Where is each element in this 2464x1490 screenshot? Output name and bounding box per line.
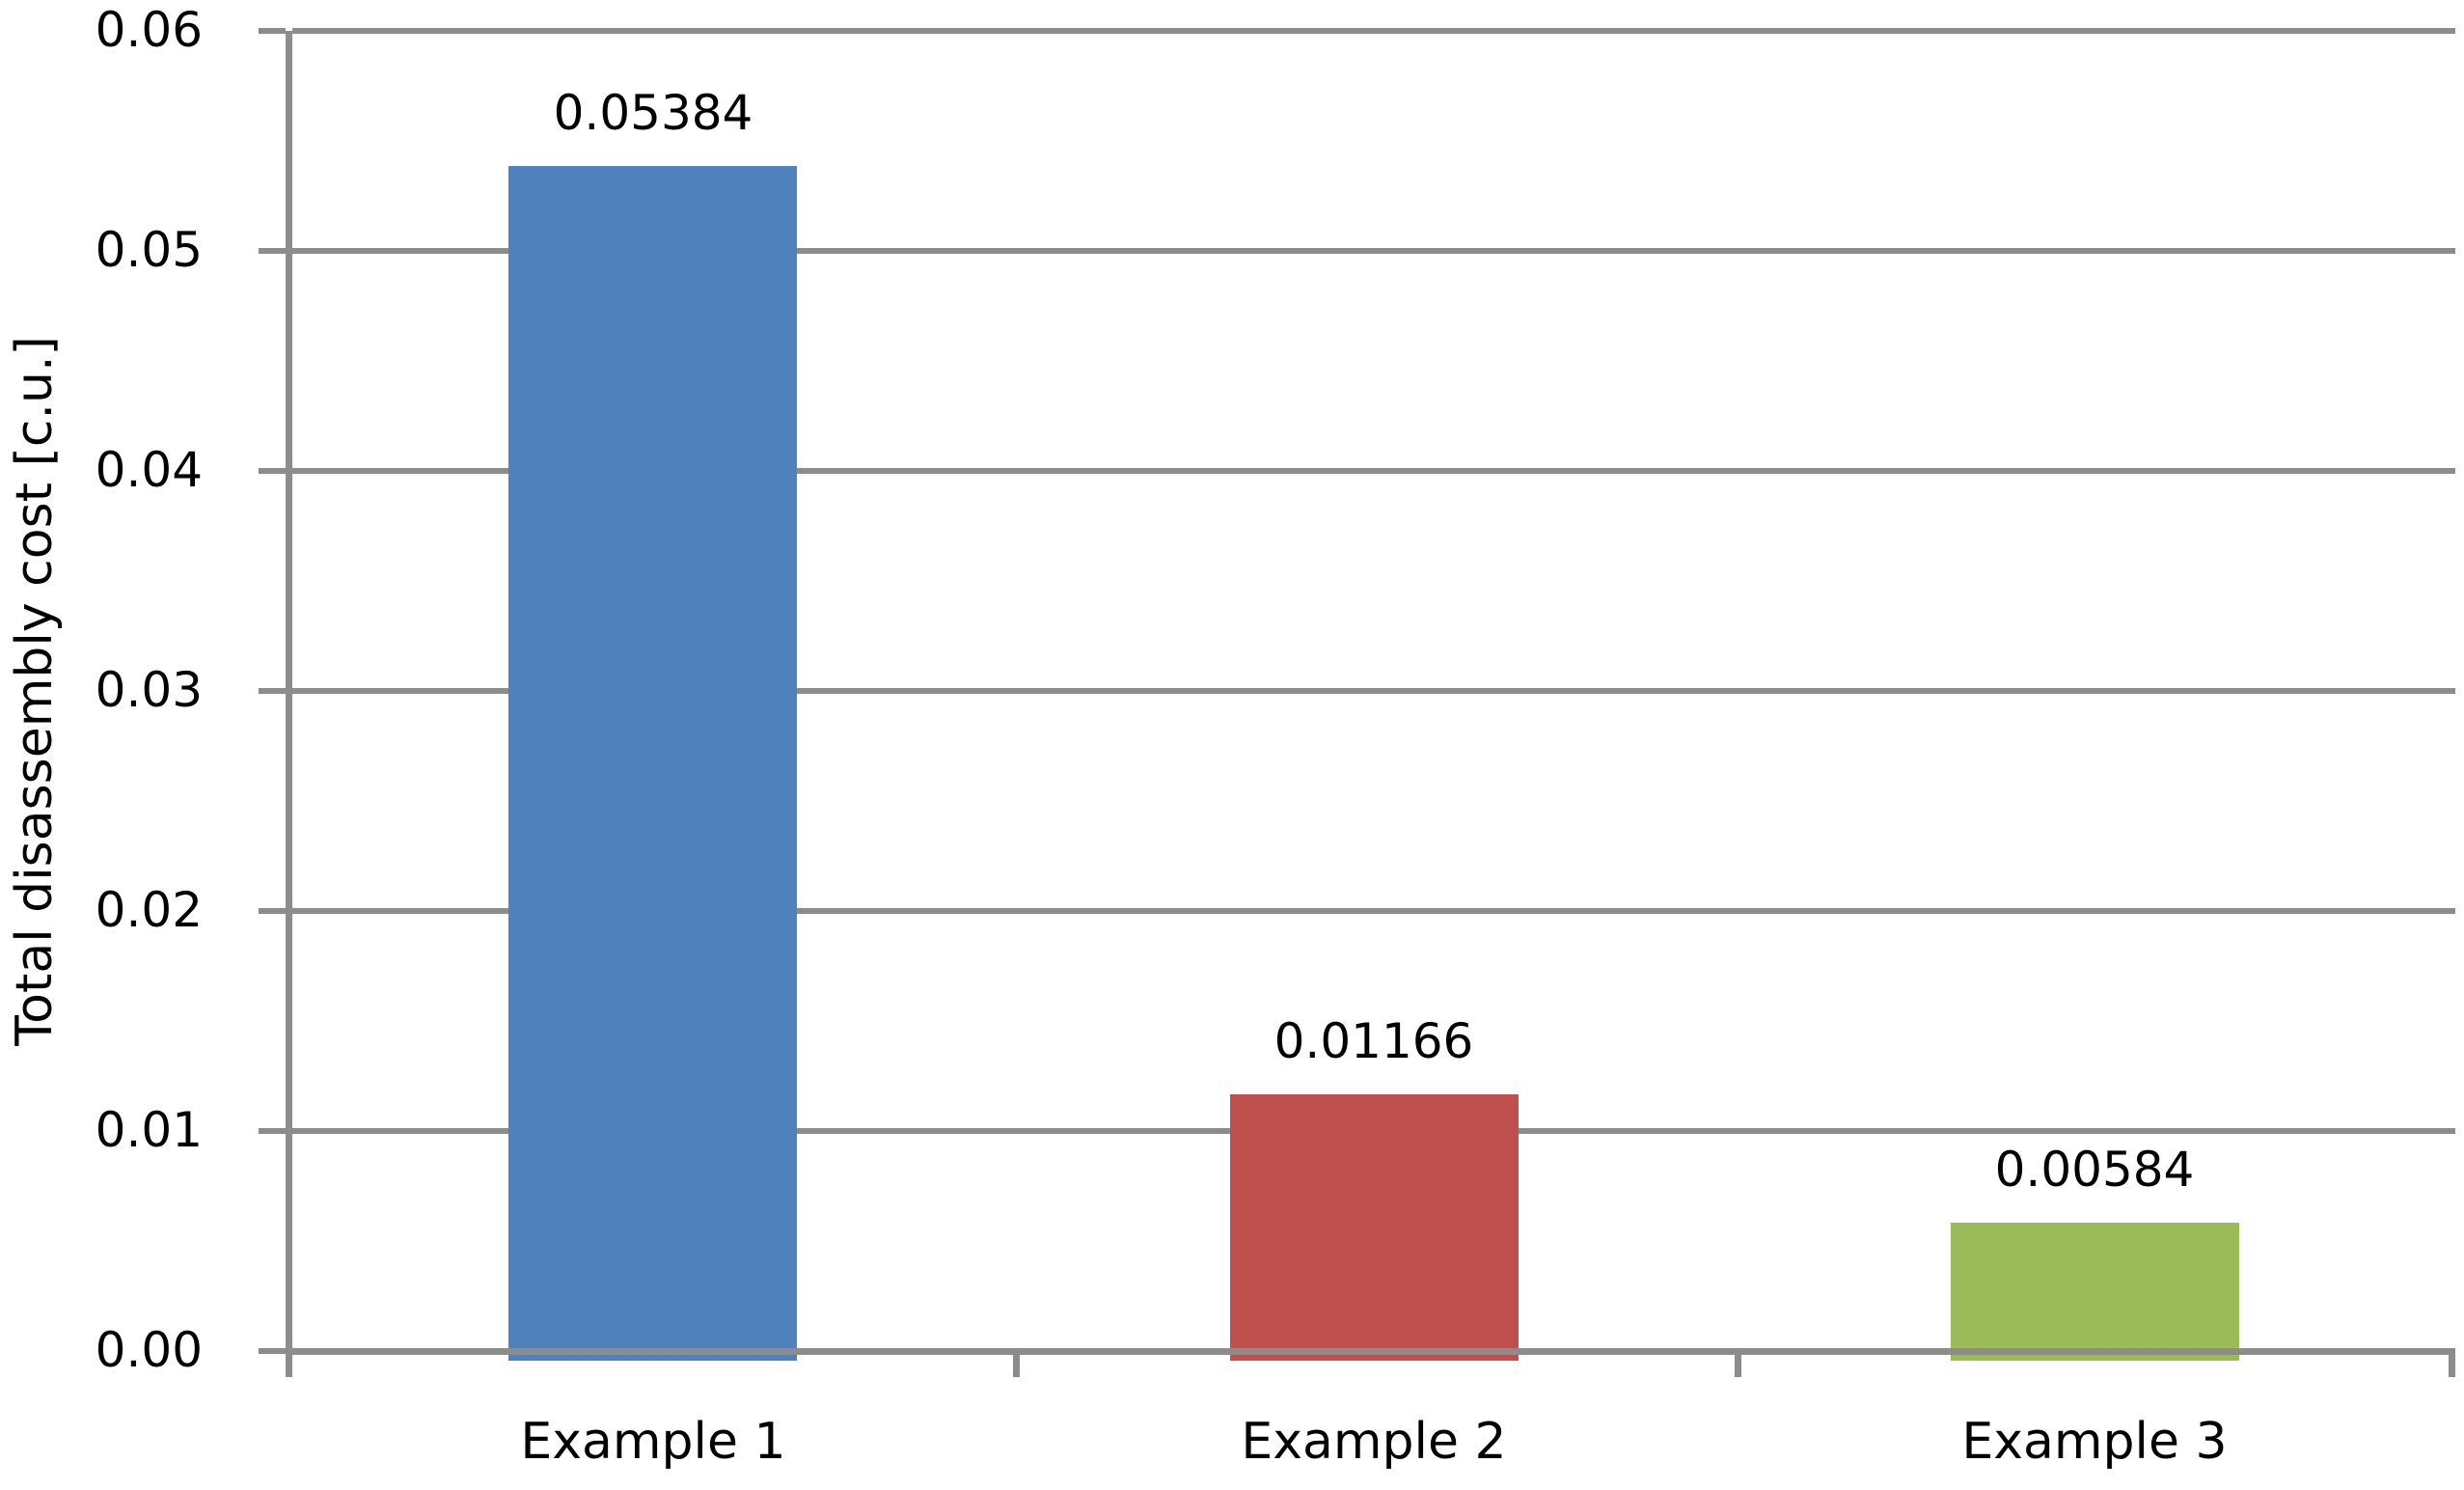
x-axis-label: Example 1 [520, 1413, 786, 1471]
y-axis-tick [259, 248, 286, 254]
x-axis-category-tick [1735, 1351, 1741, 1377]
y-axis-tick [259, 688, 286, 694]
bar-value-label: 0.05384 [553, 85, 753, 142]
bar [508, 166, 797, 1361]
y-tick-label: 0.03 [95, 662, 203, 718]
y-tick-label: 0.00 [95, 1322, 203, 1378]
y-tick-label: 0.01 [95, 1102, 203, 1158]
x-axis-label: Example 2 [1241, 1413, 1507, 1471]
y-tick-label: 0.04 [95, 442, 203, 498]
y-axis-line [286, 31, 292, 1377]
gridline [292, 468, 2455, 474]
y-axis-tick [259, 468, 286, 474]
bar [1230, 1094, 1519, 1361]
bar-value-label: 0.01166 [1273, 1013, 1474, 1070]
y-tick-label: 0.02 [95, 882, 203, 938]
bar [1951, 1222, 2239, 1361]
x-axis-category-tick [1013, 1351, 1020, 1377]
x-axis-label: Example 3 [1961, 1413, 2228, 1471]
y-tick-label: 0.05 [95, 222, 203, 278]
gridline [292, 28, 2455, 34]
x-axis-line [292, 1347, 2455, 1355]
bar-value-label: 0.00584 [1994, 1141, 2195, 1198]
y-axis-tick [259, 908, 286, 914]
y-tick-label: 0.06 [95, 2, 203, 58]
gridline [292, 908, 2455, 914]
x-axis-category-tick [2449, 1351, 2455, 1377]
y-axis-tick [259, 28, 286, 34]
gridline [292, 688, 2455, 694]
y-axis-tick [259, 1348, 286, 1354]
y-axis-tick [259, 1128, 286, 1134]
gridline [292, 248, 2455, 254]
